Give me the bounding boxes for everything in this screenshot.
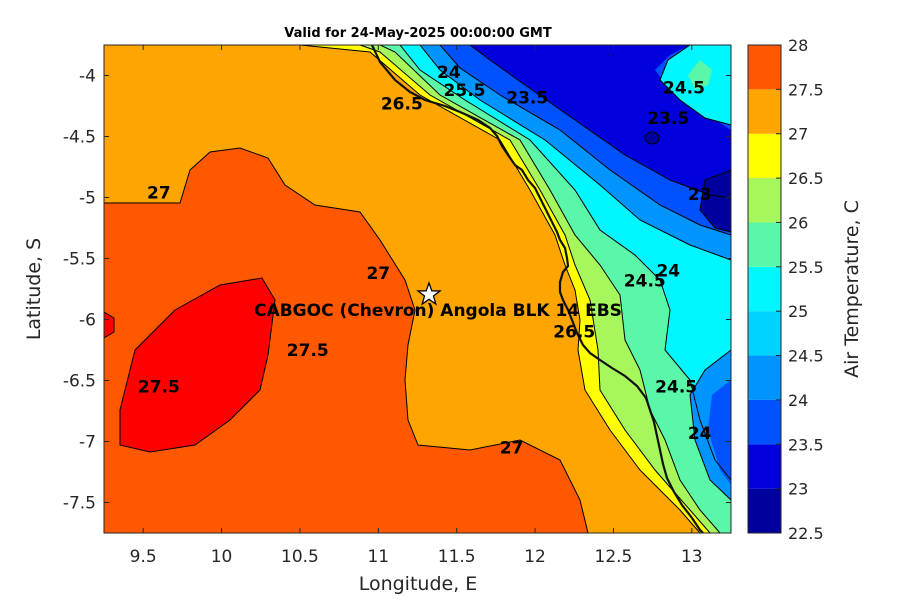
- contour-label: 27.5: [287, 341, 329, 361]
- y-tick-label: -6: [79, 311, 96, 331]
- band-23.5-24-south: [708, 380, 731, 485]
- x-tick-label: 10.5: [281, 547, 319, 567]
- map-title: Valid for 24-May-2025 00:00:00 GMT: [284, 26, 552, 41]
- colorbar-cell: [748, 444, 781, 489]
- contour-label: 27: [147, 184, 171, 204]
- colorbar-tick-label: 22.5: [788, 524, 824, 543]
- band-23-23.5: [470, 45, 731, 198]
- y-tick-label: -5: [79, 189, 96, 209]
- y-axis-label: Latitude, S: [23, 238, 45, 340]
- colorbar: 28 27.5 27 26.5 26 25.5 25 24.5 24 23.5 23 22.5 Air…: [747, 36, 863, 543]
- contour-label: 26.5: [553, 323, 595, 343]
- y-axis-ticks: -4 -4.5 -5 -5.5 -6 -6.5 -7 -7.5: [63, 67, 731, 514]
- contour-label: 24.5: [655, 378, 697, 398]
- contour-label: 27: [366, 264, 390, 284]
- colorbar-tick-label: 24: [788, 391, 808, 410]
- contour-label: 25.5: [444, 81, 486, 101]
- colorbar-cell: [748, 399, 781, 445]
- contour-line-27: [104, 147, 589, 533]
- contour-line-27.5: [119, 277, 276, 453]
- colorbar-cells: [748, 45, 781, 533]
- y-tick-label: -6.5: [63, 372, 96, 392]
- colorbar-cell: [748, 355, 781, 400]
- contour-line-26: [359, 45, 711, 533]
- colorbar-tick-label: 27.5: [788, 80, 824, 99]
- colorbar-tick-label: 23: [788, 480, 808, 499]
- contour-label: 23.5: [647, 109, 689, 129]
- contour-line-23: [699, 169, 731, 233]
- contour-line-24: [439, 45, 731, 236]
- x-tick-label: 12: [524, 547, 546, 567]
- y-tick-label: -5.5: [63, 250, 96, 270]
- colorbar-tick-label: 25.5: [788, 258, 824, 277]
- contour-line-24.5-south: [689, 349, 731, 501]
- colorbar-cell: [748, 133, 781, 179]
- x-tick-label: 9.5: [130, 547, 157, 567]
- x-axis: 9.5 10 10.5 11 11.5 12 12.5 13 Longitude, E: [130, 45, 703, 595]
- colorbar-ticks: 28 27.5 27 26.5 26 25.5 25 24.5 24 23.5 23 22.5: [776, 36, 824, 543]
- colorbar-cell: [748, 45, 781, 90]
- plot-frame: [103, 44, 732, 534]
- star-icon[interactable]: [416, 281, 442, 306]
- x-axis-label: Longitude, E: [359, 573, 478, 595]
- colorbar-tick-label: 23.5: [788, 435, 824, 454]
- colorbar-tick-label: 24.5: [788, 347, 824, 366]
- x-tick-label: 12.5: [595, 547, 633, 567]
- y-axis: -4 -4.5 -5 -5.5 -6 -6.5 -7 -7.5 Latitude, S: [23, 67, 731, 514]
- colorbar-cell: [748, 89, 781, 134]
- band-27.5-28-west: [104, 312, 114, 338]
- contour-label: 27: [500, 439, 524, 459]
- contour-line-26.5: [299, 45, 701, 533]
- colorbar-tick-label: 27: [788, 125, 808, 144]
- band-27.5-28: [120, 278, 275, 452]
- x-tick-label: 11.5: [438, 547, 476, 567]
- contour-label: 24.5: [624, 271, 666, 291]
- contour-label: 23.5: [506, 88, 548, 108]
- colorbar-frame: [747, 44, 782, 534]
- contour-line-22.5-spot: [644, 131, 660, 145]
- x-tick-label: 10: [211, 547, 233, 567]
- contour-line-25.5: [379, 45, 721, 533]
- x-tick-label: 13: [681, 547, 703, 567]
- contour-line-25: [399, 45, 731, 481]
- x-axis-ticks: 9.5 10 10.5 11 11.5 12 12.5 13: [130, 45, 703, 567]
- contour-line-27.5-west: [104, 311, 115, 339]
- colorbar-tick-label: 26: [788, 213, 808, 232]
- contour-label: 23: [688, 185, 712, 205]
- colorbar-tick-label: 26.5: [788, 169, 824, 188]
- y-tick-label: -4.5: [63, 128, 96, 148]
- temperature-field: [104, 45, 731, 533]
- band-22.5-23: [700, 170, 731, 232]
- contour-label: 24: [656, 262, 680, 282]
- band-22.5-23-spot: [645, 132, 659, 144]
- coastline: [371, 45, 704, 533]
- colorbar-cell: [748, 311, 781, 356]
- colorbar-label: Air Temperature, C: [841, 200, 863, 378]
- station-label: CABGOC (Chevron) Angola BLK 14 EBS: [254, 301, 622, 321]
- y-tick-label: -7: [79, 433, 96, 453]
- contour-label: 24.5: [663, 79, 705, 99]
- contour-line-24.5-ne: [659, 45, 731, 126]
- band-27-27.5: [104, 148, 588, 533]
- contour-line-24.5: [419, 45, 731, 261]
- contour-label: 24: [437, 63, 461, 83]
- contour-label: 27.5: [138, 378, 180, 398]
- contour-label: 26.5: [381, 95, 423, 115]
- colorbar-cell: [748, 266, 781, 312]
- band-25-ne: [688, 60, 712, 90]
- station-marker[interactable]: CABGOC (Chevron) Angola BLK 14 EBS: [254, 281, 622, 321]
- y-tick-label: -7.5: [63, 494, 96, 514]
- colorbar-cell: [748, 178, 781, 223]
- y-tick-label: -4: [79, 67, 96, 87]
- contour-lines: [104, 45, 731, 533]
- colorbar-tick-label: 28: [788, 36, 808, 55]
- colorbar-cell: [748, 488, 781, 533]
- colorbar-tick-label: 25: [788, 302, 808, 321]
- x-tick-label: 11: [367, 547, 389, 567]
- colorbar-cell: [748, 222, 781, 267]
- contour-label: 24: [688, 424, 712, 444]
